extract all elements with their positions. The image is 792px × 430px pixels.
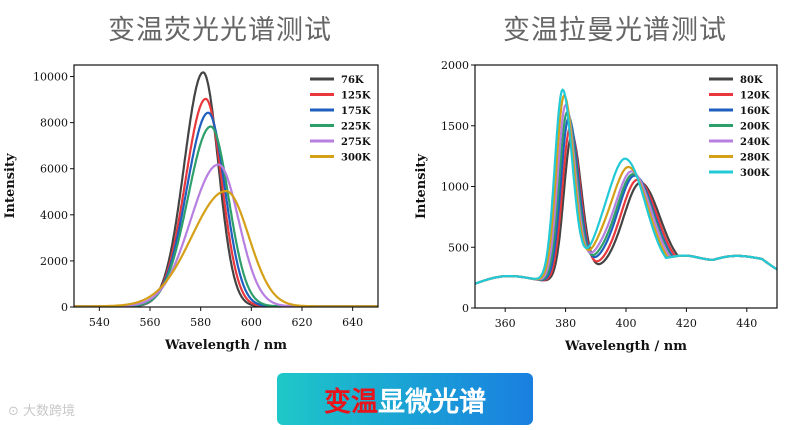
x-tick-label: 420 [676, 317, 697, 330]
legend-label-80K: 80K [740, 75, 763, 86]
right-chart-heading: 变温拉曼光谱测试 [503, 15, 727, 46]
y-tick-label: 4000 [40, 209, 68, 222]
legend-label-300K: 300K [341, 153, 371, 164]
x-tick-label: 400 [616, 317, 637, 330]
chart-1: 540 560 580 600 620 640 0 2000 4000 6000 8000 10000… [3, 64, 379, 353]
y-tick-label: 500 [448, 241, 469, 254]
legend-label-300K: 300K [740, 168, 770, 179]
y-tick-label: 0 [462, 302, 469, 315]
legend-label-225K: 225K [341, 122, 371, 133]
watermark-label: 大数跨境 [23, 404, 76, 419]
legend-label-200K: 200K [740, 122, 770, 133]
x-tick-label: 380 [555, 317, 576, 330]
x-tick-label: 580 [190, 316, 211, 329]
legend-label-280K: 280K [740, 153, 770, 164]
legend-label-240K: 240K [740, 137, 770, 148]
y-tick-label: 0 [61, 301, 68, 314]
x-tick-label: 560 [140, 316, 161, 329]
y-tick-label: 10000 [33, 71, 68, 84]
banner-button[interactable]: 变温 显微光谱 [277, 373, 533, 425]
banner-text-red: 变温 [324, 386, 378, 418]
legend-label-160K: 160K [740, 106, 770, 117]
x-tick-label: 360 [495, 317, 516, 330]
legend-label-175K: 175K [341, 106, 371, 117]
x-tick-label: 640 [342, 316, 363, 329]
x-tick-label: 620 [292, 316, 313, 329]
banner-text-white: 显微光谱 [378, 386, 486, 418]
series-line-120K [474, 126, 778, 285]
legend-label-76K: 76K [341, 75, 364, 86]
y-tick-label: 1000 [441, 181, 469, 194]
legend-label-120K: 120K [740, 91, 770, 102]
y-axis-label: Intensity [414, 154, 429, 220]
y-tick-label: 6000 [40, 163, 68, 176]
legend-label-275K: 275K [341, 137, 371, 148]
plot-frame [73, 64, 379, 308]
x-tick-label: 540 [89, 316, 110, 329]
series-line-300K [474, 88, 778, 285]
x-tick-label: 440 [736, 317, 757, 330]
left-chart-heading: 变温荧光光谱测试 [108, 15, 332, 46]
y-tick-label: 1500 [441, 120, 469, 133]
x-tick-label: 600 [241, 316, 262, 329]
watermark-text: ⊙ 大数跨境 [8, 404, 76, 419]
x-axis-label: Wavelength / nm [164, 338, 287, 353]
y-tick-label: 8000 [40, 117, 68, 130]
x-axis-label: Wavelength / nm [564, 339, 687, 354]
y-tick-label: 2000 [40, 255, 68, 268]
y-tick-label: 2000 [441, 59, 469, 72]
series-line-300K [74, 190, 378, 308]
legend-label-125K: 125K [341, 91, 371, 102]
y-axis-label: Intensity [3, 153, 18, 219]
chart-2: 360 380 400 420 440 0 500 1000 1500 2000 Wavelengt… [414, 59, 778, 354]
